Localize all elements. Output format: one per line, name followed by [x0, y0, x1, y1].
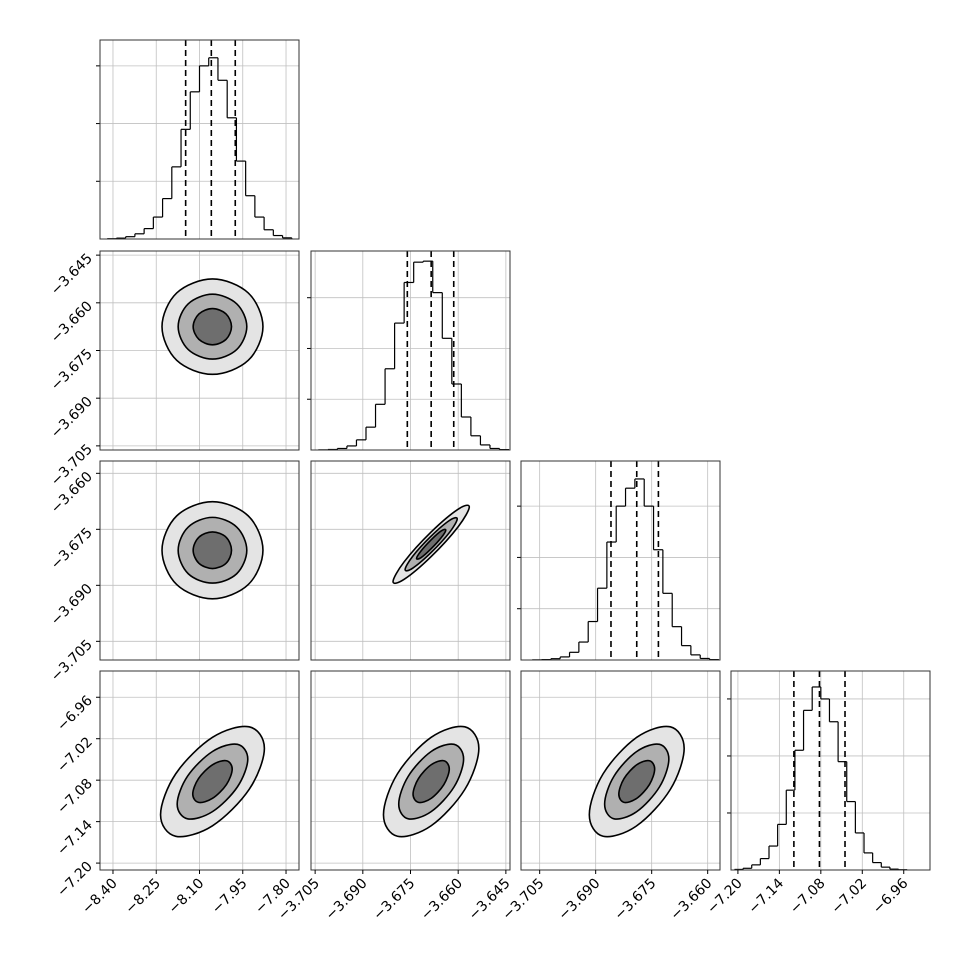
- contour: [192, 531, 233, 570]
- panel-frame: [520, 460, 721, 661]
- histogram-panel: [96, 39, 300, 240]
- pair-panel: [520, 670, 721, 871]
- x-tick-label: −6.96: [870, 875, 912, 917]
- x-tick-label: −3.690: [323, 876, 371, 924]
- y-tick-label: −7.14: [54, 817, 96, 859]
- y-tick-label: −3.660: [48, 298, 96, 346]
- x-tick-label: −7.08: [787, 876, 829, 918]
- y-tick-label: −3.690: [48, 394, 96, 442]
- x-tick-label: −3.675: [612, 876, 660, 924]
- panel-frame: [310, 460, 511, 661]
- panel-frame: [99, 460, 300, 661]
- pair-panel: [310, 670, 511, 871]
- y-tick-label: −7.20: [54, 859, 96, 901]
- contour: [192, 307, 233, 346]
- x-tick-label: −7.14: [746, 875, 788, 917]
- x-tick-label: −3.690: [556, 876, 604, 924]
- contour: [191, 759, 234, 804]
- panel-frame: [310, 250, 511, 451]
- panel-frame: [730, 670, 931, 871]
- histogram-panel: [307, 250, 511, 451]
- x-tick-label: −8.10: [166, 876, 208, 918]
- x-tick-label: −3.675: [370, 876, 418, 924]
- histogram-panel: [727, 670, 931, 871]
- x-tick-label: −3.660: [418, 876, 466, 924]
- x-tick-label: −8.25: [122, 876, 164, 918]
- panel-frame: [99, 39, 300, 240]
- y-tick-label: −6.96: [54, 693, 96, 735]
- histogram-panel: [517, 460, 721, 661]
- pair-panel: [99, 250, 300, 451]
- x-tick-label: −3.660: [668, 876, 716, 924]
- y-tick-label: −7.02: [54, 734, 96, 776]
- contour: [412, 759, 451, 804]
- pair-panel: [99, 670, 300, 871]
- y-tick-label: −7.08: [54, 776, 96, 818]
- y-tick-label: −3.705: [48, 637, 96, 685]
- panel-frame: [520, 670, 721, 871]
- x-tick-label: −7.95: [209, 876, 251, 918]
- contour: [415, 528, 447, 560]
- x-tick-label: −8.40: [79, 876, 121, 918]
- pair-panel: [99, 460, 300, 661]
- y-tick-label: −3.675: [48, 346, 96, 394]
- contour: [618, 759, 656, 804]
- y-tick-label: −3.690: [48, 581, 96, 629]
- y-tick-label: −3.645: [48, 251, 96, 299]
- x-tick-label: −7.02: [828, 876, 870, 918]
- pair-panel: [310, 460, 511, 661]
- y-tick-label: −3.675: [48, 525, 96, 573]
